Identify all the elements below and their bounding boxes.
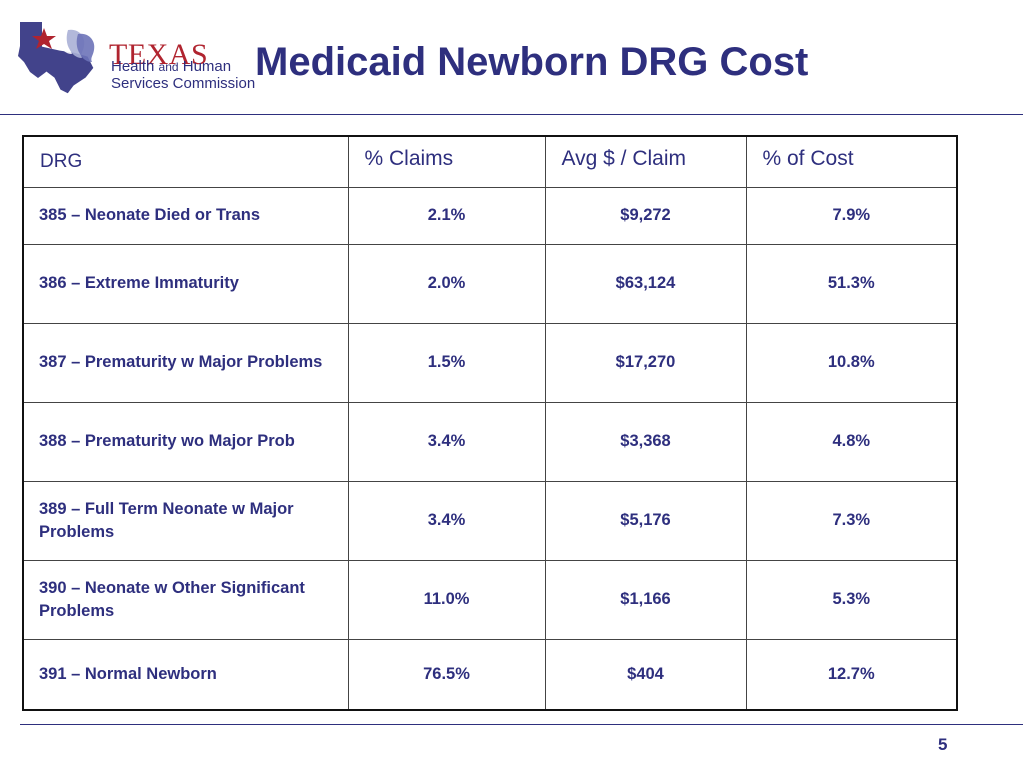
column-header-avg-claim: Avg $ / Claim [544, 135, 747, 188]
cost-cell: 4.8% [745, 401, 958, 482]
table-row: 389 – Full Term Neonate w Major Problems… [22, 480, 958, 561]
claims-cell: 2.1% [347, 186, 546, 245]
avg-claim-cell: $404 [544, 638, 747, 711]
logo-line-2: Services Commission [111, 75, 256, 92]
table-row: 386 – Extreme Immaturity 2.0% $63,124 51… [22, 243, 958, 324]
table-row: 385 – Neonate Died or Trans 2.1% $9,272 … [22, 186, 958, 245]
page-title: Medicaid Newborn DRG Cost [255, 40, 809, 84]
footer-divider [20, 724, 1023, 725]
drg-cell: 385 – Neonate Died or Trans [22, 186, 349, 245]
claims-cell: 2.0% [347, 243, 546, 324]
header-divider [0, 114, 1023, 115]
drg-cost-table: DRG % Claims Avg $ / Claim % of Cost 385… [22, 135, 958, 711]
cost-cell: 7.9% [745, 186, 958, 245]
drg-cell: 387 – Prematurity w Major Problems [22, 322, 349, 403]
table-header-row: DRG % Claims Avg $ / Claim % of Cost [22, 135, 958, 188]
claims-cell: 11.0% [347, 559, 546, 640]
cost-cell: 51.3% [745, 243, 958, 324]
avg-claim-cell: $1,166 [544, 559, 747, 640]
claims-cell: 1.5% [347, 322, 546, 403]
avg-claim-cell: $3,368 [544, 401, 747, 482]
table-row: 391 – Normal Newborn 76.5% $404 12.7% [22, 638, 958, 711]
drg-cell: 390 – Neonate w Other Significant Proble… [22, 559, 349, 640]
page-number: 5 [938, 735, 948, 754]
cost-cell: 12.7% [745, 638, 958, 711]
avg-claim-cell: $63,124 [544, 243, 747, 324]
drg-cell: 391 – Normal Newborn [22, 638, 349, 711]
column-header-drg: DRG [22, 135, 349, 188]
texas-map-logo-icon [18, 22, 95, 94]
avg-claim-cell: $17,270 [544, 322, 747, 403]
claims-cell: 3.4% [347, 401, 546, 482]
avg-claim-cell: $9,272 [544, 186, 747, 245]
drg-cell: 389 – Full Term Neonate w Major Problems [22, 480, 349, 561]
table-row: 388 – Prematurity wo Major Prob 3.4% $3,… [22, 401, 958, 482]
logo-wordmark: TEXAS [109, 38, 209, 71]
cost-cell: 5.3% [745, 559, 958, 640]
column-header-claims: % Claims [347, 135, 546, 188]
drg-cell: 386 – Extreme Immaturity [22, 243, 349, 324]
claims-cell: 3.4% [347, 480, 546, 561]
drg-cell: 388 – Prematurity wo Major Prob [22, 401, 349, 482]
avg-claim-cell: $5,176 [544, 480, 747, 561]
table-row: 390 – Neonate w Other Significant Proble… [22, 559, 958, 640]
table-row: 387 – Prematurity w Major Problems 1.5% … [22, 322, 958, 403]
cost-cell: 10.8% [745, 322, 958, 403]
claims-cell: 76.5% [347, 638, 546, 711]
column-header-cost: % of Cost [745, 135, 958, 188]
hhsc-logo: TEXAS [16, 16, 238, 94]
cost-cell: 7.3% [745, 480, 958, 561]
logo-line-1: Health and Human [111, 58, 232, 75]
